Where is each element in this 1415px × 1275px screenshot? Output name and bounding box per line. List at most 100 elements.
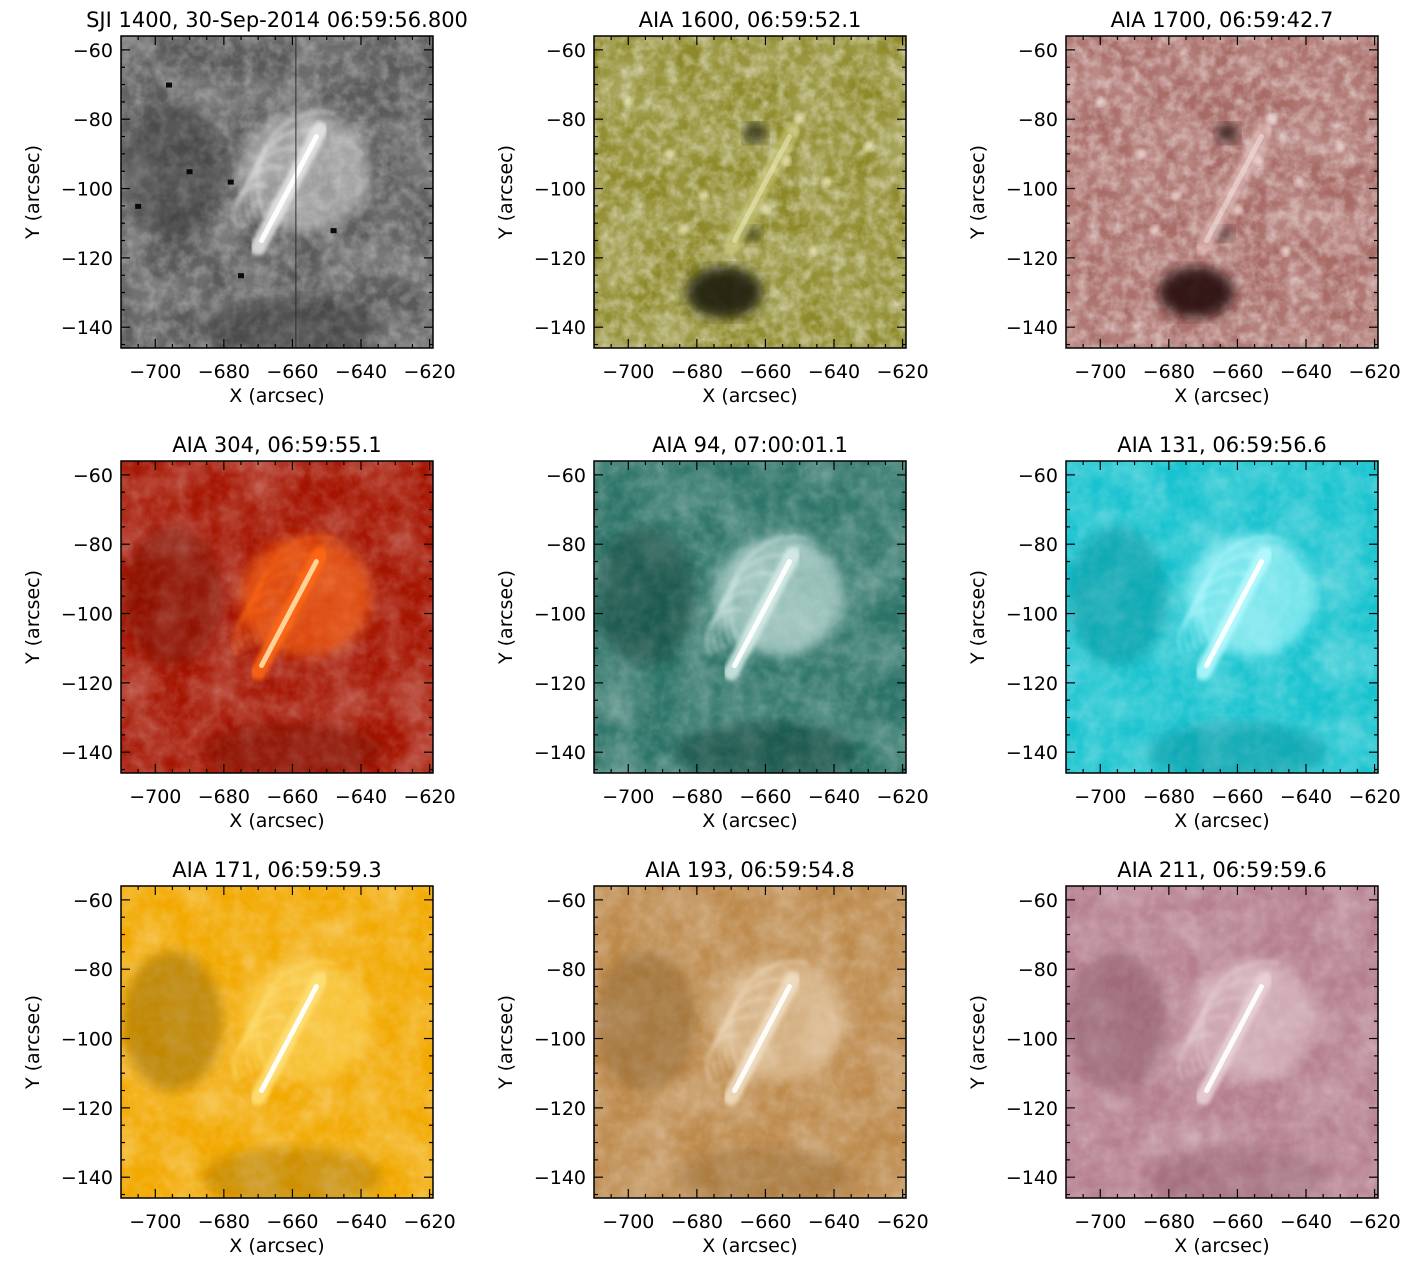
x-tick-label: −700 [129, 786, 181, 808]
x-tick-label: −700 [602, 1211, 654, 1233]
y-tick-label: −100 [534, 1029, 586, 1051]
x-tick-label: −640 [335, 1211, 387, 1233]
x-tick-label: −620 [1348, 1211, 1400, 1233]
plot-frame [1065, 885, 1379, 1199]
plot-frame [593, 460, 907, 774]
y-tick-label: −60 [73, 40, 113, 62]
y-tick-label: −120 [61, 1098, 113, 1120]
x-tick-label: −660 [1211, 1211, 1263, 1233]
y-tick-label: −100 [61, 604, 113, 626]
x-tick-label: −700 [129, 361, 181, 383]
x-tick-label: −640 [335, 361, 387, 383]
y-tick-label: −100 [1006, 604, 1058, 626]
y-tick-label: −120 [61, 248, 113, 270]
panel-title: AIA 1700, 06:59:42.7 [1111, 8, 1334, 32]
x-tick-label: −660 [739, 361, 791, 383]
y-tick-label: −80 [546, 534, 586, 556]
x-tick-label: −620 [403, 786, 455, 808]
y-tick-label: −60 [546, 40, 586, 62]
y-axis-label: Y (arcsec) [22, 995, 44, 1090]
y-tick-label: −60 [546, 890, 586, 912]
y-tick-label: −120 [534, 1098, 586, 1120]
y-tick-label: −80 [1018, 534, 1058, 556]
y-axis-label: Y (arcsec) [967, 995, 989, 1090]
y-tick-label: −140 [61, 317, 113, 339]
x-tick-label: −680 [671, 786, 723, 808]
x-axis-label: X (arcsec) [229, 385, 324, 407]
y-tick-label: −120 [534, 673, 586, 695]
x-tick-label: −620 [1348, 361, 1400, 383]
y-tick-label: −140 [61, 742, 113, 764]
y-axis-label: Y (arcsec) [22, 570, 44, 665]
x-tick-label: −680 [1143, 786, 1195, 808]
solar-image-sji1400 [121, 36, 433, 348]
x-tick-label: −660 [1211, 786, 1263, 808]
y-tick-label: −100 [61, 179, 113, 201]
y-tick-label: −80 [546, 959, 586, 981]
y-axis-label: Y (arcsec) [967, 145, 989, 240]
panel-title: AIA 131, 06:59:56.6 [1117, 433, 1326, 457]
panel-aia94: AIA 94, 07:00:01.1 −700 −680 −660 −640 −620 −6… [495, 433, 929, 832]
plot-frame [593, 885, 907, 1199]
x-tick-label: −620 [1348, 786, 1400, 808]
x-tick-label: −680 [198, 1211, 250, 1233]
x-tick-label: −620 [876, 786, 928, 808]
y-tick-label: −60 [1018, 40, 1058, 62]
y-tick-label: −60 [1018, 890, 1058, 912]
y-axis-label: Y (arcsec) [495, 570, 517, 665]
x-tick-label: −700 [602, 361, 654, 383]
x-tick-label: −680 [1143, 1211, 1195, 1233]
x-tick-label: −640 [1280, 361, 1332, 383]
x-tick-label: −680 [671, 1211, 723, 1233]
x-tick-label: −640 [808, 786, 860, 808]
y-tick-label: −80 [1018, 959, 1058, 981]
x-tick-label: −700 [129, 1211, 181, 1233]
x-tick-label: −660 [739, 1211, 791, 1233]
x-tick-label: −680 [198, 361, 250, 383]
x-tick-label: −640 [808, 361, 860, 383]
y-tick-label: −80 [73, 534, 113, 556]
solar-image-aia1700 [1066, 36, 1378, 348]
x-tick-label: −640 [1280, 786, 1332, 808]
panel-aia1600: AIA 1600, 06:59:52.1 −700 −680 −660 −640 −620… [495, 8, 929, 407]
x-tick-label: −620 [876, 1211, 928, 1233]
y-tick-label: −140 [1006, 317, 1058, 339]
plot-frame [1065, 460, 1379, 774]
solar-image-aia304 [121, 461, 433, 773]
plot-frame [1065, 35, 1379, 349]
y-tick-label: −60 [546, 465, 586, 487]
panel-sji1400: SJI 1400, 30-Sep-2014 06:59:56.800 −700 −6… [22, 8, 468, 407]
x-axis-label: X (arcsec) [1174, 385, 1269, 407]
y-tick-label: −140 [534, 317, 586, 339]
panel-title: AIA 1600, 06:59:52.1 [639, 8, 862, 32]
x-tick-label: −700 [1074, 786, 1126, 808]
panel-title: AIA 193, 06:59:54.8 [645, 858, 854, 882]
y-tick-label: −120 [1006, 248, 1058, 270]
panel-aia304: AIA 304, 06:59:55.1 −700 −680 −660 −640 −620 −… [22, 433, 456, 832]
x-tick-label: −680 [1143, 361, 1195, 383]
y-axis-label: Y (arcsec) [967, 570, 989, 665]
x-axis-label: X (arcsec) [702, 385, 797, 407]
y-tick-label: −100 [1006, 1029, 1058, 1051]
y-tick-label: −80 [73, 109, 113, 131]
panel-aia193: AIA 193, 06:59:54.8 −700 −680 −660 −640 −620 −… [495, 858, 929, 1257]
y-tick-label: −120 [1006, 1098, 1058, 1120]
panel-title: AIA 211, 06:59:59.6 [1117, 858, 1326, 882]
plot-frame [120, 35, 434, 349]
y-tick-label: −100 [534, 604, 586, 626]
panel-aia171: AIA 171, 06:59:59.3 −700 −680 −660 −640 −620 −… [22, 858, 456, 1257]
y-tick-label: −100 [534, 179, 586, 201]
y-tick-label: −120 [61, 673, 113, 695]
y-tick-label: −140 [61, 1167, 113, 1189]
solar-image-aia94 [594, 461, 906, 773]
x-tick-label: −660 [266, 786, 318, 808]
x-tick-label: −700 [602, 786, 654, 808]
y-tick-label: −80 [1018, 109, 1058, 131]
y-tick-label: −80 [546, 109, 586, 131]
panel-title: AIA 94, 07:00:01.1 [652, 433, 848, 457]
y-tick-label: −120 [1006, 673, 1058, 695]
x-tick-label: −700 [1074, 1211, 1126, 1233]
y-tick-label: −80 [73, 959, 113, 981]
x-tick-label: −640 [335, 786, 387, 808]
